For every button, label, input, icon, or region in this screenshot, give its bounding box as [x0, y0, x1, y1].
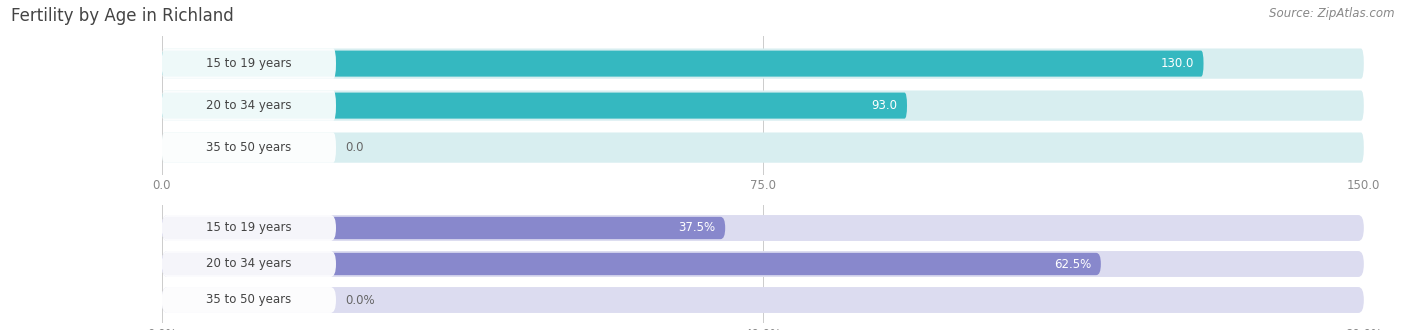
Text: 20 to 34 years: 20 to 34 years — [207, 257, 291, 271]
Text: 15 to 19 years: 15 to 19 years — [207, 221, 291, 235]
FancyBboxPatch shape — [162, 251, 1364, 277]
Text: 93.0: 93.0 — [872, 99, 897, 112]
Text: 35 to 50 years: 35 to 50 years — [207, 141, 291, 154]
Text: 37.5%: 37.5% — [679, 221, 716, 235]
FancyBboxPatch shape — [162, 132, 1364, 163]
Text: 62.5%: 62.5% — [1054, 257, 1091, 271]
FancyBboxPatch shape — [162, 215, 336, 241]
FancyBboxPatch shape — [162, 90, 1364, 121]
Text: 130.0: 130.0 — [1160, 57, 1194, 70]
FancyBboxPatch shape — [162, 217, 725, 239]
FancyBboxPatch shape — [162, 49, 1364, 79]
FancyBboxPatch shape — [162, 90, 336, 121]
FancyBboxPatch shape — [162, 253, 1101, 275]
FancyBboxPatch shape — [162, 50, 1204, 77]
FancyBboxPatch shape — [162, 287, 1364, 313]
FancyBboxPatch shape — [162, 287, 336, 313]
Text: 15 to 19 years: 15 to 19 years — [207, 57, 291, 70]
Text: Fertility by Age in Richland: Fertility by Age in Richland — [11, 7, 233, 25]
FancyBboxPatch shape — [162, 93, 907, 118]
FancyBboxPatch shape — [162, 251, 336, 277]
Text: 20 to 34 years: 20 to 34 years — [207, 99, 291, 112]
FancyBboxPatch shape — [162, 215, 1364, 241]
Text: Source: ZipAtlas.com: Source: ZipAtlas.com — [1270, 7, 1395, 19]
Text: 0.0: 0.0 — [346, 141, 364, 154]
Text: 35 to 50 years: 35 to 50 years — [207, 293, 291, 307]
Text: 0.0%: 0.0% — [346, 293, 375, 307]
FancyBboxPatch shape — [162, 49, 336, 79]
FancyBboxPatch shape — [162, 132, 336, 163]
